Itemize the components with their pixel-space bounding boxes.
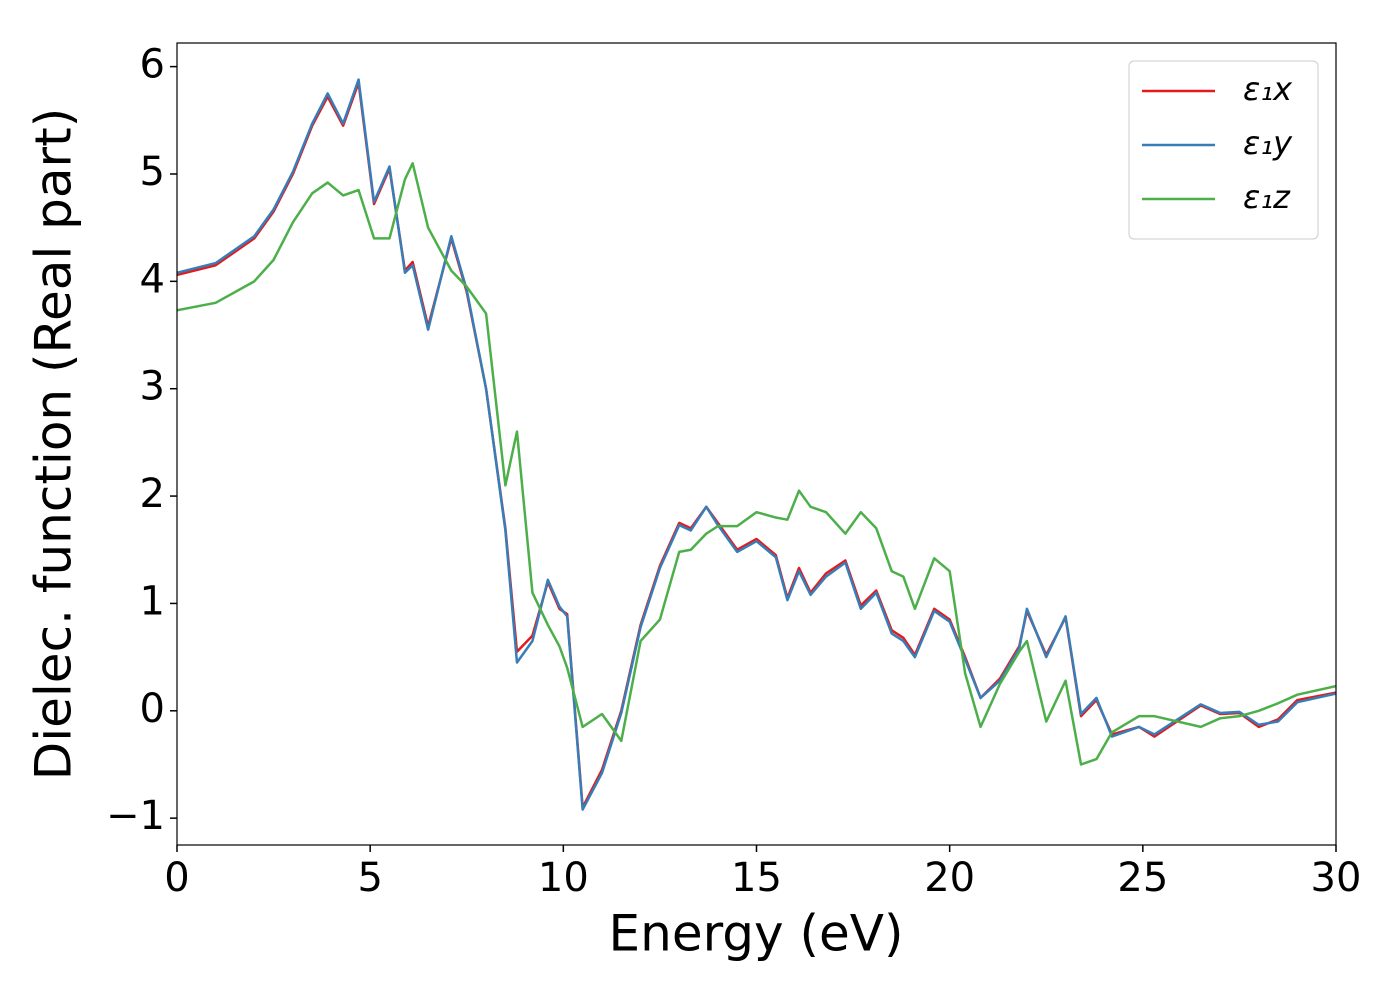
x-tick-label: 10: [538, 855, 589, 901]
legend-label: ε₁z: [1243, 178, 1291, 216]
y-tick-label: 3: [140, 364, 165, 410]
x-tick-label: 15: [731, 855, 782, 901]
plot-frame: [176, 42, 1337, 846]
y-tick-label: 2: [140, 471, 165, 517]
x-tick-label: 0: [164, 855, 189, 901]
x-axis-label: Energy (eV): [609, 905, 904, 963]
y-tick-label: 5: [140, 149, 165, 195]
x-tick-label: 25: [1117, 855, 1168, 901]
x-tick-label: 5: [357, 855, 382, 901]
legend-label: ε₁y: [1243, 124, 1293, 162]
y-tick-label: 4: [140, 256, 165, 302]
x-tick-label: 20: [924, 855, 975, 901]
legend-label: ε₁x: [1243, 70, 1293, 108]
y-tick-label: 6: [140, 42, 165, 88]
legend-box: [1128, 60, 1319, 240]
y-tick-label: −1: [106, 793, 165, 839]
y-tick-label: 0: [140, 686, 165, 732]
series-line: [177, 78, 1336, 811]
y-tick-label: 1: [140, 578, 165, 624]
y-axis-label: Dielec. function (Real part): [25, 108, 83, 780]
x-tick-label: 30: [1311, 855, 1362, 901]
series-line: [177, 162, 1336, 766]
